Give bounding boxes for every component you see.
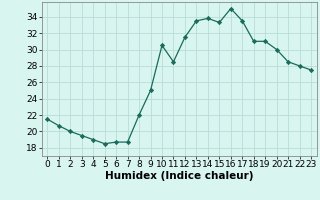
X-axis label: Humidex (Indice chaleur): Humidex (Indice chaleur) xyxy=(105,171,253,181)
